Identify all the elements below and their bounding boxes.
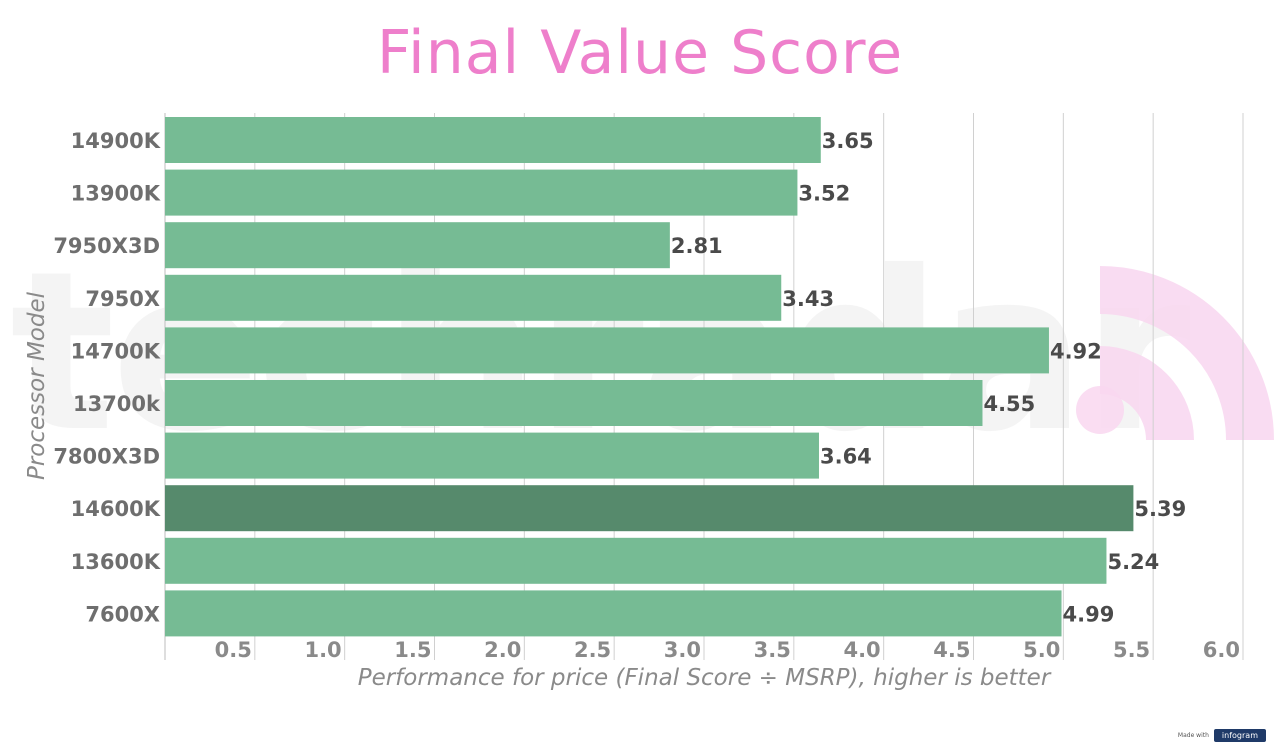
bar-7950x xyxy=(165,274,782,321)
x-tick-label: 0.5 xyxy=(215,638,252,662)
bar-7600x xyxy=(165,590,1062,637)
x-tick-label: 4.5 xyxy=(933,638,970,662)
category-label: 13900K xyxy=(71,182,161,206)
value-label: 3.52 xyxy=(798,182,850,206)
x-tick-label: 2.0 xyxy=(484,638,521,662)
value-label: 4.99 xyxy=(1063,602,1115,626)
value-label: 5.39 xyxy=(1134,497,1186,521)
made-with-text: Made with xyxy=(1177,732,1209,739)
value-label: 3.43 xyxy=(782,287,834,311)
x-tick-label: 4.0 xyxy=(843,638,880,662)
value-label: 3.64 xyxy=(820,445,872,469)
category-label: 7950X3D xyxy=(53,234,160,258)
category-label: 7800X3D xyxy=(53,445,160,469)
x-tick-label: 3.5 xyxy=(754,638,791,662)
chart-title: Final Value Score xyxy=(376,18,904,88)
category-label: 7950X xyxy=(85,287,160,311)
infogram-logo: infogram xyxy=(1213,729,1266,742)
bar-13700k xyxy=(165,380,983,426)
category-label: 7600X xyxy=(85,602,160,626)
y-axis-title: Processor Model xyxy=(24,291,50,480)
x-tick-label: 1.5 xyxy=(394,638,431,662)
bar-7950x3d xyxy=(165,222,670,269)
bar-13900k xyxy=(165,169,798,216)
x-tick-label: 6.0 xyxy=(1203,638,1240,662)
x-tick-label: 1.0 xyxy=(304,638,341,662)
x-tick-label: 2.5 xyxy=(574,638,611,662)
value-label: 4.55 xyxy=(983,392,1035,416)
bar-13600k xyxy=(165,537,1107,584)
category-label: 13700k xyxy=(73,392,161,416)
x-tick-label: 5.5 xyxy=(1113,638,1150,662)
value-label: 2.81 xyxy=(671,234,723,258)
labels: 0.5 1.0 1.5 2.0 2.5 3.0 3.5 4.0 4.5 5.0 5.5 6.0 1490… xyxy=(53,129,1240,662)
x-axis-title: Performance for price (Final Score ÷ MSR… xyxy=(358,665,1052,691)
bar-7800x3d xyxy=(165,432,819,479)
bar-14900k xyxy=(165,117,821,163)
bar-14600k xyxy=(165,485,1134,532)
bars xyxy=(165,117,1134,637)
category-label: 13600K xyxy=(71,550,161,574)
value-label: 4.92 xyxy=(1050,339,1102,363)
value-label: 3.65 xyxy=(822,129,874,153)
x-tick-label: 5.0 xyxy=(1023,638,1060,662)
category-label: 14600K xyxy=(71,497,161,521)
infogram-badge[interactable]: Made with infogram xyxy=(1178,729,1266,742)
bar-14700k xyxy=(165,327,1049,374)
value-label: 5.24 xyxy=(1107,550,1159,574)
category-label: 14700K xyxy=(71,339,161,363)
x-tick-label: 3.0 xyxy=(664,638,701,662)
category-label: 14900K xyxy=(71,129,161,153)
